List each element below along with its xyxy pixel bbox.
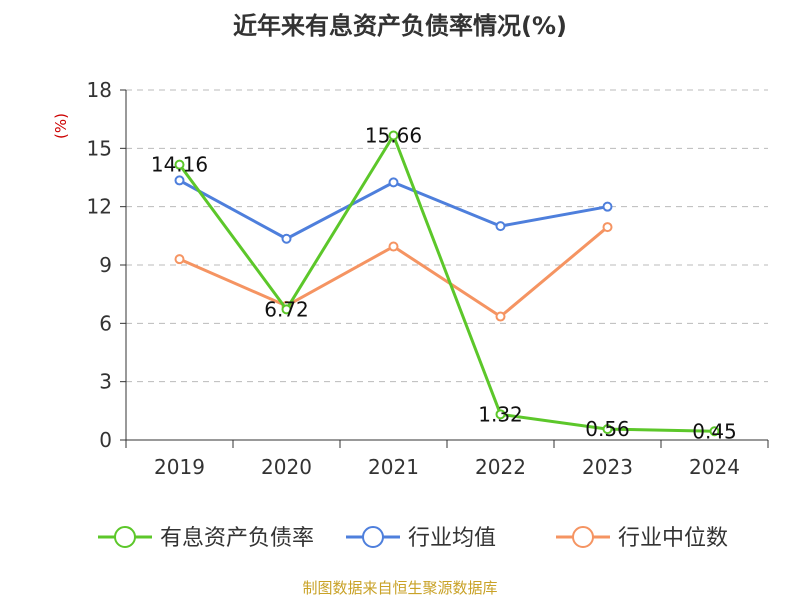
legend-label: 行业均值 [408, 526, 496, 551]
data-point [388, 130, 399, 141]
y-axis-label: (%) [52, 113, 70, 139]
legend-marker [572, 526, 594, 548]
legend-marker [114, 526, 136, 548]
data-point [495, 409, 506, 420]
y-tick-label: 0 [99, 428, 112, 452]
data-point [602, 424, 613, 435]
y-tick-label: 12 [87, 195, 112, 219]
data-point [495, 311, 506, 322]
series-line-1 [178, 179, 608, 241]
legend: 有息资产负债率 行业均值 行业中位数 [98, 526, 728, 551]
data-point [602, 201, 613, 212]
data-point [709, 426, 720, 437]
x-tick-label: 2021 [368, 455, 419, 479]
data-label: 15.66 [365, 124, 422, 148]
data-point [174, 254, 185, 265]
data-label: 1.32 [478, 402, 523, 426]
chart-title: 近年来有息资产负债率情况(%) [233, 12, 567, 40]
x-tick-label: 2022 [475, 455, 526, 479]
grid-lines [126, 89, 768, 383]
x-tick-label: 2020 [261, 455, 312, 479]
y-tick-label: 3 [99, 370, 112, 394]
series-line-0 [178, 134, 715, 433]
y-tick-label: 6 [99, 311, 112, 335]
data-labels: 14.16 6.72 15.66 1.32 0.56 0.45 [151, 124, 737, 444]
legend-label: 有息资产负债率 [160, 526, 314, 551]
data-point [281, 233, 292, 244]
data-label: 14.16 [151, 153, 208, 177]
y-tick-label: 9 [99, 253, 112, 277]
legend-marker [362, 526, 384, 548]
y-tick-label: 15 [87, 136, 112, 160]
y-tick-label: 18 [87, 78, 112, 102]
axes: (%) 0 3 6 9 12 15 18 2019 2020 2021 2022 2023 2024 [52, 78, 769, 479]
source-note: 制图数据来自恒生聚源数据库 [302, 579, 498, 597]
data-point [388, 177, 399, 188]
data-label: 0.45 [692, 419, 737, 443]
series-lines [174, 130, 720, 437]
data-point [388, 241, 399, 252]
legend-label: 行业中位数 [618, 526, 728, 551]
data-label: 0.56 [585, 417, 630, 441]
data-point [174, 159, 185, 170]
data-point [174, 175, 185, 186]
data-point [495, 221, 506, 232]
x-tick-label: 2024 [689, 455, 740, 479]
x-tick-label: 2019 [154, 455, 205, 479]
data-point [602, 222, 613, 233]
data-label: 6.72 [264, 297, 309, 321]
data-point [281, 304, 292, 315]
x-tick-label: 2023 [582, 455, 633, 479]
series-line-2 [178, 225, 609, 319]
